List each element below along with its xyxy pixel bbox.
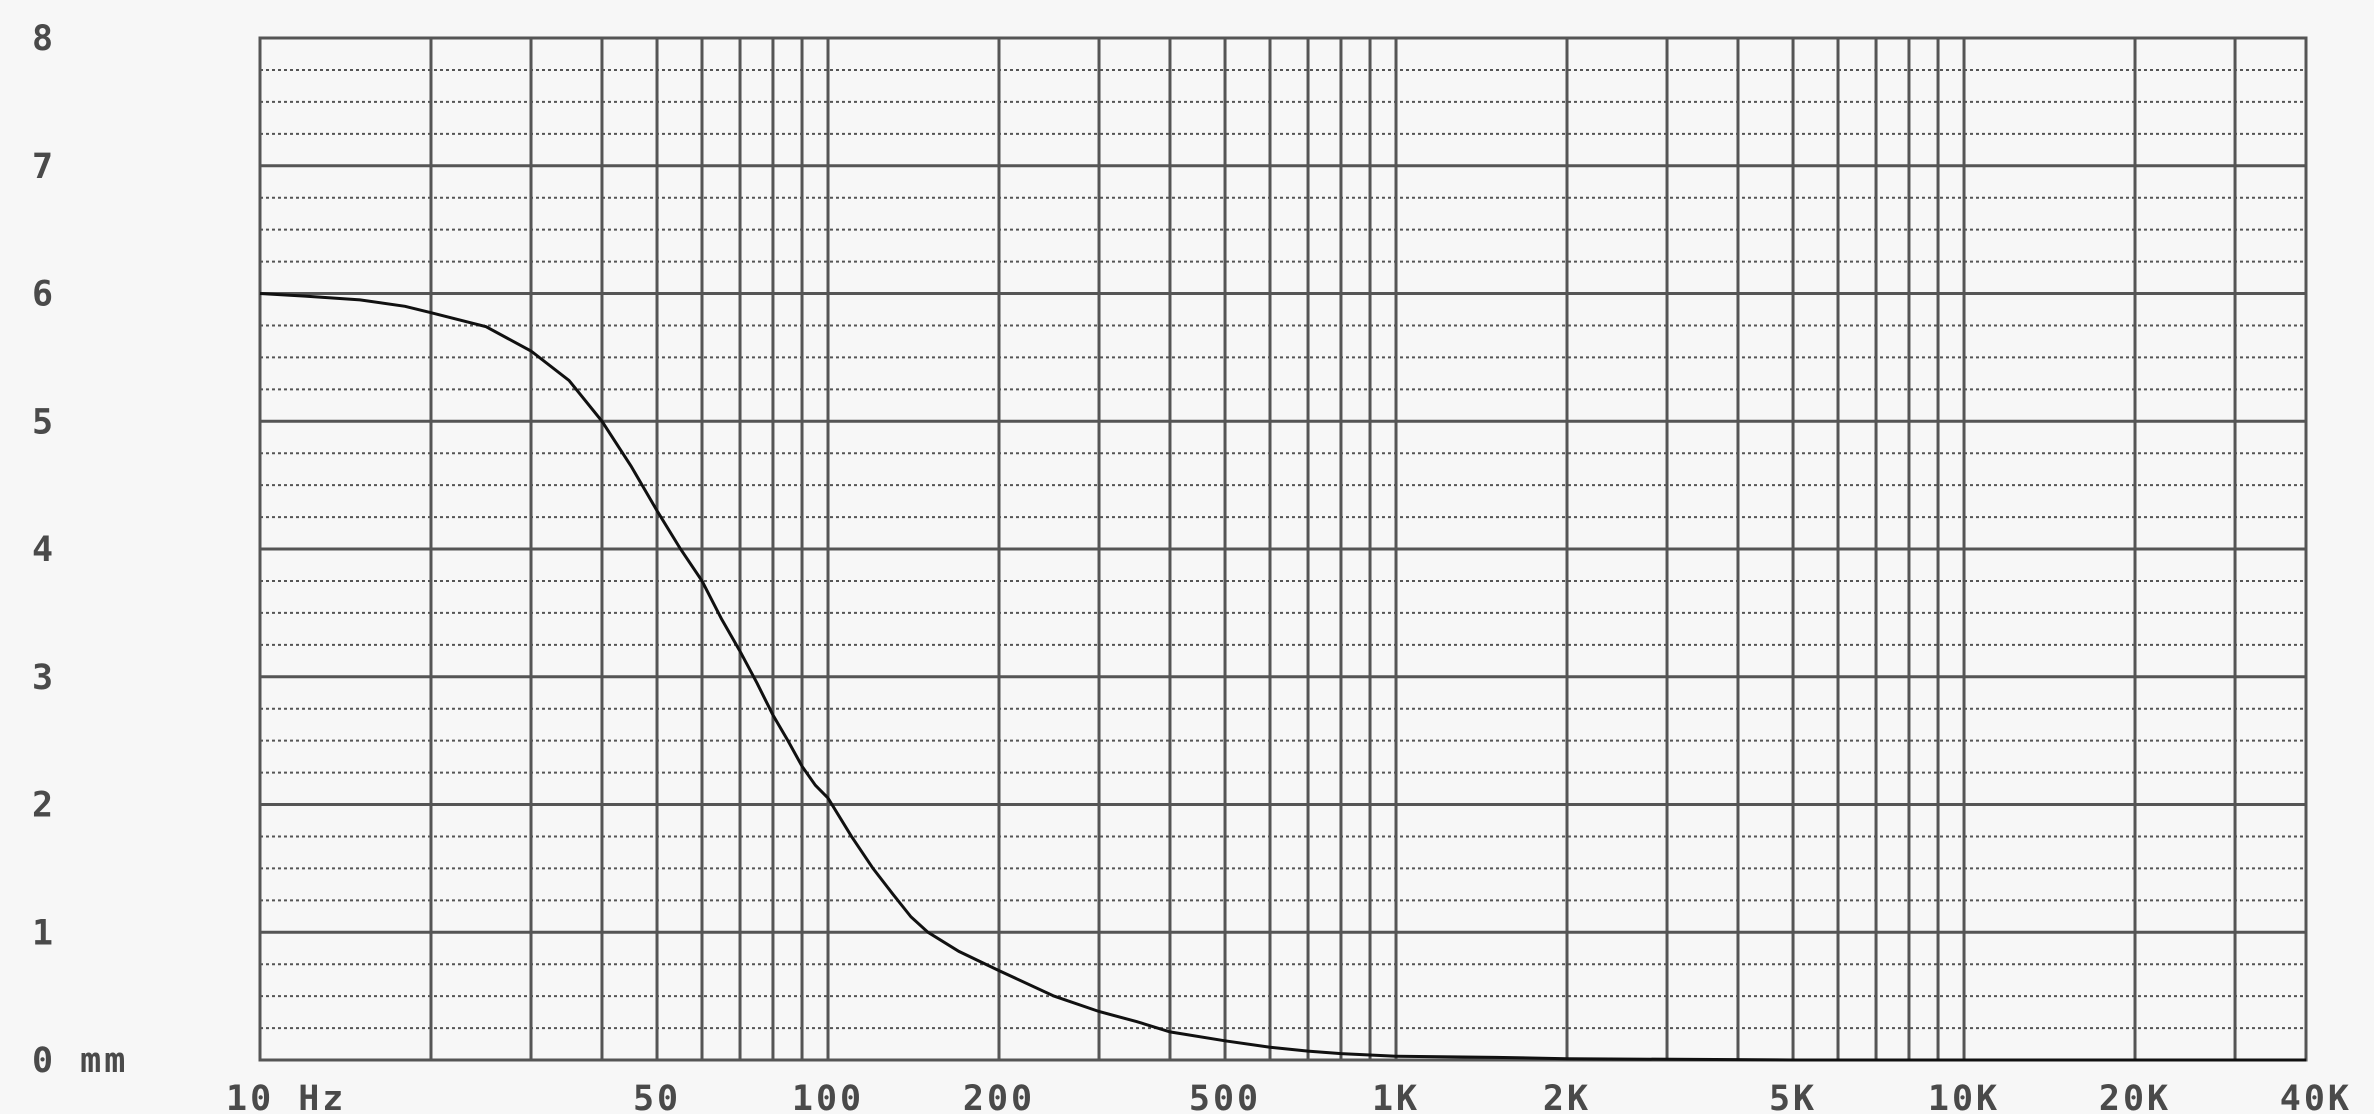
- y-tick-label: 5: [32, 402, 56, 442]
- x-tick-label: 40K: [2280, 1079, 2352, 1114]
- y-tick-label: 3: [32, 658, 56, 698]
- y-tick-label: 2: [32, 786, 56, 826]
- x-axis-tick-labels: 10 Hz 50 100 200 500 1K 2K 5K 10K 20K 40K: [226, 1079, 2352, 1114]
- x-tick-label: 10 Hz: [226, 1079, 346, 1114]
- plot-frame: [258, 36, 2308, 1062]
- y-axis-tick-labels: 0 mm 1 2 3 4 5 6 7 8: [32, 19, 128, 1081]
- y-tick-label: 0 mm: [32, 1041, 128, 1081]
- x-tick-label: 2K: [1543, 1079, 1591, 1114]
- y-tick-label: 1: [32, 913, 56, 953]
- x-tick-label: 10K: [1928, 1079, 2000, 1114]
- y-tick-label: 6: [32, 275, 56, 315]
- x-tick-label: 5K: [1769, 1079, 1817, 1114]
- major-gridlines: [258, 36, 2308, 1062]
- x-tick-label: 200: [963, 1079, 1035, 1114]
- x-tick-label: 20K: [2099, 1079, 2171, 1114]
- x-tick-label: 100: [792, 1079, 864, 1114]
- y-tick-label: 8: [32, 19, 56, 59]
- y-tick-label: 7: [32, 147, 56, 187]
- series-line: [259, 292, 2306, 1062]
- x-tick-label: 1K: [1372, 1079, 1420, 1114]
- x-tick-label: 500: [1189, 1079, 1261, 1114]
- y-tick-label: 4: [32, 530, 56, 570]
- x-tick-label: 50: [633, 1079, 681, 1114]
